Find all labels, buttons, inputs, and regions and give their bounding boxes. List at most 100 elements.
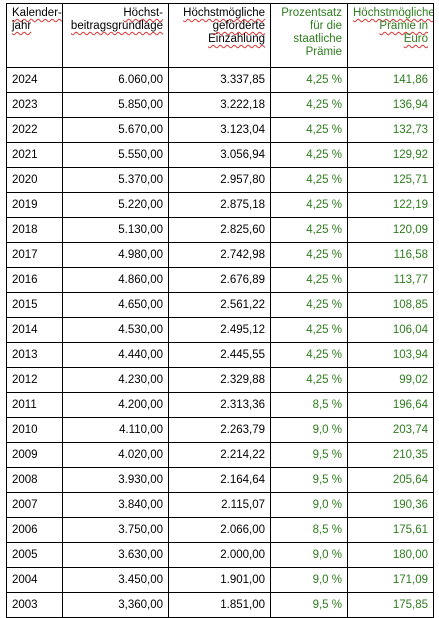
cell-percentage: 4,25 % (270, 217, 348, 243)
cell-max-base: 4.230,00 (62, 367, 169, 393)
cell-year: 2004 (6, 567, 63, 593)
header-max-premium: Höchstmögliche Prämie in Euro (347, 3, 434, 68)
cell-max-premium: 125,71 (347, 167, 434, 193)
table-row: 2004 3.450,00 1.901,00 9,0 % 171,09 (6, 567, 434, 593)
table-row: 2007 3.840,00 2.115,07 9,0 % 190,36 (6, 492, 434, 518)
table-row: 2013 4.440,00 2.445,55 4,25 % 103,94 (6, 342, 434, 368)
cell-year: 2010 (6, 417, 63, 443)
cell-max-base: 4.530,00 (62, 317, 169, 343)
table-row: 2010 4.110,00 2.263,79 9,0 % 203,74 (6, 417, 434, 443)
cell-max-payment: 3.056,94 (168, 142, 271, 168)
cell-year: 2007 (6, 492, 63, 518)
table-row: 2022 5.670,00 3.123,04 4,25 % 132,73 (6, 117, 434, 143)
cell-max-payment: 2.214,22 (168, 442, 271, 468)
cell-max-payment: 3.123,04 (168, 117, 271, 143)
cell-max-premium: 120,09 (347, 217, 434, 243)
cell-year: 2009 (6, 442, 63, 468)
cell-max-payment: 2.066,00 (168, 517, 271, 543)
cell-percentage: 4,25 % (270, 92, 348, 118)
header-max-payment: Höchstmögliche geförderte Einzahlung (168, 3, 271, 68)
cell-max-payment: 2.561,22 (168, 292, 271, 318)
cell-year: 2011 (6, 392, 63, 418)
cell-max-payment: 2.875,18 (168, 192, 271, 218)
cell-max-payment: 2.495,12 (168, 317, 271, 343)
cell-year: 2006 (6, 517, 63, 543)
cell-year: 2019 (6, 192, 63, 218)
cell-max-premium: 196,64 (347, 392, 434, 418)
cell-max-base: 4.650,00 (62, 292, 169, 318)
table-row: 2008 3.930,00 2.164,64 9,5 % 205,64 (6, 467, 434, 493)
cell-max-premium: 141,86 (347, 67, 434, 93)
cell-percentage: 9,0 % (270, 542, 348, 568)
cell-percentage: 4,25 % (270, 317, 348, 343)
cell-percentage: 8,5 % (270, 392, 348, 418)
table-row: 2018 5.130,00 2.825,60 4,25 % 120,09 (6, 217, 434, 243)
cell-max-premium: 203,74 (347, 417, 434, 443)
cell-max-premium: 132,73 (347, 117, 434, 143)
table-row: 2009 4.020,00 2.214,22 9,5 % 210,35 (6, 442, 434, 468)
cell-year: 2003 (6, 592, 63, 618)
cell-max-payment: 3.222,18 (168, 92, 271, 118)
cell-max-premium: 175,61 (347, 517, 434, 543)
cell-max-base: 5.370,00 (62, 167, 169, 193)
table-row: 2021 5.550,00 3.056,94 4,25 % 129,92 (6, 142, 434, 168)
cell-percentage: 4,25 % (270, 367, 348, 393)
cell-max-base: 3.450,00 (62, 567, 169, 593)
cell-max-payment: 2.445,55 (168, 342, 271, 368)
cell-year: 2005 (6, 542, 63, 568)
table-row: 2017 4.980,00 2.742,98 4,25 % 116,58 (6, 242, 434, 268)
cell-max-premium: 205,64 (347, 467, 434, 493)
table-row: 2003 3,360,00 1.851,00 9,5 % 175,85 (6, 592, 434, 618)
table-row: 2016 4.860,00 2.676,89 4,25 % 113,77 (6, 267, 434, 293)
cell-year: 2016 (6, 267, 63, 293)
table-row: 2019 5.220,00 2.875,18 4,25 % 122,19 (6, 192, 434, 218)
cell-max-base: 5.550,00 (62, 142, 169, 168)
cell-percentage: 9,5 % (270, 467, 348, 493)
cell-max-premium: 106,04 (347, 317, 434, 343)
cell-max-premium: 122,19 (347, 192, 434, 218)
cell-percentage: 4,25 % (270, 192, 348, 218)
cell-max-premium: 103,94 (347, 342, 434, 368)
header-percentage: Prozentsatz für die staatliche Prämie (270, 3, 348, 68)
cell-max-payment: 2.000,00 (168, 542, 271, 568)
cell-percentage: 9,0 % (270, 417, 348, 443)
cell-max-payment: 1.851,00 (168, 592, 271, 618)
cell-percentage: 4,25 % (270, 267, 348, 293)
table-row: 2006 3.750,00 2.066,00 8,5 % 175,61 (6, 517, 434, 543)
cell-year: 2012 (6, 367, 63, 393)
cell-max-base: 3.750,00 (62, 517, 169, 543)
cell-max-payment: 2.957,80 (168, 167, 271, 193)
cell-max-premium: 210,35 (347, 442, 434, 468)
cell-max-base: 4.440,00 (62, 342, 169, 368)
cell-percentage: 9,5 % (270, 442, 348, 468)
cell-max-premium: 116,58 (347, 242, 434, 268)
cell-max-base: 5.670,00 (62, 117, 169, 143)
cell-year: 2022 (6, 117, 63, 143)
cell-max-payment: 2.825,60 (168, 217, 271, 243)
cell-max-base: 3.630,00 (62, 542, 169, 568)
cell-year: 2018 (6, 217, 63, 243)
cell-max-premium: 113,77 (347, 267, 434, 293)
header-max-base: Höchst-beitragsgrundlage (62, 3, 169, 68)
cell-percentage: 4,25 % (270, 342, 348, 368)
cell-percentage: 9,5 % (270, 592, 348, 618)
cell-max-base: 6.060,00 (62, 67, 169, 93)
cell-max-payment: 3.337,85 (168, 67, 271, 93)
cell-max-payment: 2.742,98 (168, 242, 271, 268)
cell-percentage: 4,25 % (270, 67, 348, 93)
cell-year: 2015 (6, 292, 63, 318)
cell-year: 2017 (6, 242, 63, 268)
cell-max-base: 4.110,00 (62, 417, 169, 443)
table-row: 2014 4.530,00 2.495,12 4,25 % 106,04 (6, 317, 434, 343)
cell-year: 2020 (6, 167, 63, 193)
cell-percentage: 8,5 % (270, 517, 348, 543)
cell-max-base: 3,360,00 (62, 592, 169, 618)
cell-max-payment: 2.313,36 (168, 392, 271, 418)
cell-max-premium: 129,92 (347, 142, 434, 168)
cell-percentage: 4,25 % (270, 142, 348, 168)
cell-year: 2021 (6, 142, 63, 168)
cell-max-base: 4.200,00 (62, 392, 169, 418)
cell-max-premium: 136,94 (347, 92, 434, 118)
cell-max-base: 5.850,00 (62, 92, 169, 118)
cell-max-base: 4.860,00 (62, 267, 169, 293)
